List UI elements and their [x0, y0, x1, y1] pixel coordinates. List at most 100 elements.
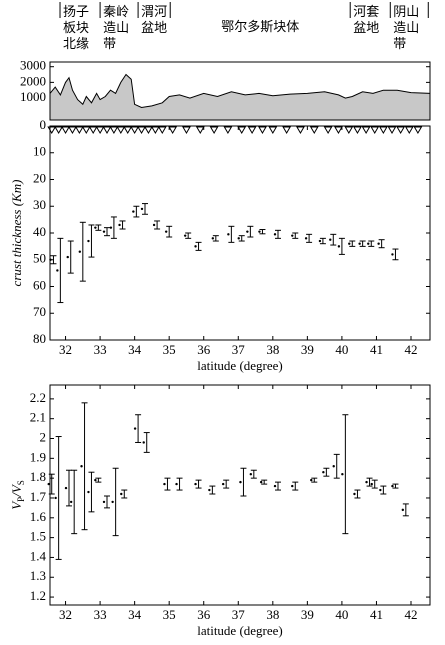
x-tick-label: 34: [128, 607, 142, 622]
data-point: [164, 230, 168, 233]
station: [387, 126, 397, 134]
y-tick-label: 3000: [20, 58, 46, 73]
station: [102, 126, 112, 134]
error-bar: [88, 471, 95, 513]
station: [144, 126, 153, 134]
x-tick-label: 42: [405, 607, 418, 622]
error-bar: [323, 467, 330, 477]
data-point: [367, 242, 370, 245]
error-bar: [366, 477, 373, 487]
y-axis-label-part: P: [16, 497, 26, 502]
error-bar: [195, 479, 202, 489]
error-bar: [112, 467, 119, 537]
error-bar: [121, 489, 128, 499]
error-bar: [319, 237, 326, 245]
data-point: [221, 482, 225, 486]
station: [353, 126, 362, 134]
data-point: [353, 492, 356, 496]
data-point: [194, 482, 197, 486]
x-tick-label: 36: [197, 607, 211, 622]
error-bar: [247, 225, 254, 238]
x-tick-label: 40: [335, 342, 348, 357]
station: [157, 126, 167, 134]
error-bar: [142, 203, 148, 215]
error-bar: [176, 477, 183, 491]
station: [195, 126, 205, 134]
station: [282, 126, 292, 134]
data-point: [102, 230, 106, 233]
y-tick-label: 1.3: [30, 568, 46, 583]
error-bar: [292, 232, 299, 239]
error-bar: [57, 237, 64, 304]
station: [61, 126, 70, 134]
region-label: 造山: [103, 20, 129, 35]
y-tick-label: 1.4: [30, 548, 47, 563]
error-bar: [354, 489, 361, 499]
x-axis-label: latitude (degree): [197, 623, 283, 638]
data-point: [273, 233, 277, 236]
data-point: [78, 250, 82, 253]
x-tick-label: 41: [370, 342, 383, 357]
error-bar: [228, 225, 235, 243]
station: [130, 126, 140, 134]
error-bar: [154, 220, 161, 230]
station: [68, 126, 77, 134]
error-bar: [81, 402, 88, 531]
error-bar: [378, 239, 385, 249]
y-tick-label: 60: [33, 277, 46, 292]
data-point: [401, 508, 405, 512]
error-bar: [50, 255, 57, 265]
error-bar: [166, 225, 173, 238]
data-point: [273, 484, 277, 488]
region-label: 阴山: [393, 4, 419, 19]
data-point: [348, 242, 351, 245]
error-bar: [55, 436, 62, 560]
data-point: [318, 239, 322, 243]
y-tick-label: 1000: [20, 89, 46, 104]
error-bar: [402, 503, 409, 517]
station: [323, 126, 333, 134]
y-axis-label-part: S: [16, 480, 26, 485]
error-bar: [79, 221, 86, 282]
data-point: [258, 230, 261, 233]
station: [237, 126, 247, 134]
data-point: [102, 500, 106, 504]
x-tick-label: 37: [232, 342, 246, 357]
data-point: [227, 233, 230, 236]
axes-frame: [49, 125, 431, 341]
station: [309, 126, 319, 134]
data-point: [377, 242, 380, 245]
data-point: [246, 230, 249, 233]
error-bar: [261, 479, 268, 485]
x-tick-label: 42: [405, 342, 418, 357]
data-point: [140, 207, 144, 211]
y-tick-label: 50: [33, 251, 46, 266]
error-bar: [338, 237, 345, 255]
data-point: [132, 210, 135, 213]
region-label: 造山: [393, 20, 419, 35]
data-point: [175, 482, 178, 486]
error-bar: [67, 240, 74, 274]
x-tick-label: 35: [163, 342, 176, 357]
data-point: [133, 427, 137, 430]
station: [95, 126, 105, 134]
region-label: 带: [393, 36, 406, 51]
station: [209, 126, 219, 134]
data-point: [208, 488, 211, 492]
error-bar: [359, 240, 366, 247]
y-axis-label: VP/VS: [9, 480, 26, 510]
error-bar: [195, 241, 202, 251]
error-bar: [133, 205, 140, 218]
error-bar: [292, 481, 299, 491]
station: [361, 126, 371, 134]
error-bar: [368, 240, 375, 247]
region-label: 鄂尔多斯块体: [221, 19, 299, 34]
data-point: [54, 496, 57, 500]
data-point: [142, 441, 145, 444]
y-tick-label: 2000: [20, 73, 46, 88]
station: [334, 126, 343, 134]
y-tick-label: 2.1: [30, 410, 46, 425]
error-bar: [212, 235, 219, 242]
data-point: [358, 242, 361, 245]
